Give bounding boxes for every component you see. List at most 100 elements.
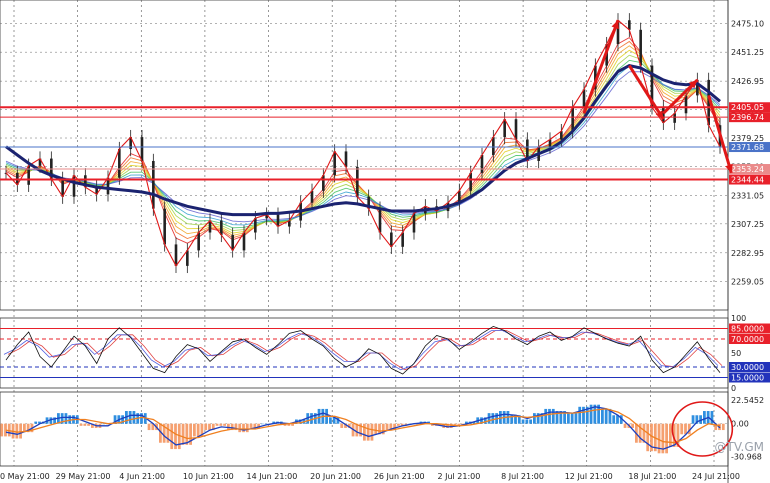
macd-hist-bar — [196, 423, 200, 437]
x-tick-label: 4 Jun 21:00 — [119, 472, 165, 481]
macd-hist-bar — [601, 408, 604, 424]
candle-body — [639, 29, 642, 66]
candle-body — [186, 250, 189, 266]
macd-hist-bar — [397, 423, 400, 426]
candle-body — [220, 220, 223, 235]
macd-hist-bar — [151, 423, 155, 431]
macd-hist-bar — [272, 421, 276, 424]
ribbon-line — [5, 65, 721, 226]
macd-hist-bar — [680, 423, 684, 435]
main-panel — [0, 13, 728, 274]
candle-body — [197, 232, 200, 251]
macd-hist-bar — [695, 415, 699, 424]
axis-layer: 0 May 21:00 29 May 21:00 4 Jun 21:00 10 Jun… — [0, 20, 770, 481]
arrow-down-2-head — [725, 164, 733, 173]
macd-hist-bar — [336, 417, 340, 424]
macd-hist-bar — [140, 413, 143, 424]
macd-hist-bar — [472, 421, 476, 424]
candle-body — [367, 196, 370, 209]
price-tag: 2396.74 — [729, 112, 770, 123]
candle-body — [288, 220, 291, 227]
macd-hist-bar — [449, 423, 453, 428]
macd-hist-bar — [174, 423, 177, 450]
ribbon-line — [5, 49, 721, 234]
macd-hist-bar — [370, 423, 374, 441]
candle-body — [616, 20, 620, 45]
macd-hist-bar — [253, 423, 257, 428]
macd-hist-bar — [317, 408, 321, 424]
stoch-tag-bg — [729, 323, 770, 334]
macd-hist-bar — [166, 423, 170, 443]
grid-layer — [0, 0, 729, 483]
price-tag-label: 2405.05 — [731, 103, 764, 112]
candle-body — [72, 175, 76, 197]
macd-hist-bar — [264, 423, 268, 425]
macd-hist-bar — [53, 417, 56, 424]
macd-hist-bar — [631, 423, 634, 428]
macd-hist-bar — [366, 423, 370, 441]
macd-hist-bar — [699, 415, 702, 424]
macd-hist-bar — [162, 423, 166, 443]
price-tag-bg — [729, 112, 770, 123]
macd-hist-bar — [665, 423, 668, 454]
arrow-down-2 — [707, 94, 733, 174]
x-tick-label: 18 Jul 21:00 — [628, 472, 676, 481]
macd-hist-bar — [193, 423, 196, 437]
candle-body — [276, 214, 280, 227]
macd-hist-bar — [211, 423, 215, 431]
price-tag-bg — [729, 174, 770, 185]
macd-hist-bar — [208, 423, 211, 431]
macd-hist-bar — [483, 417, 487, 424]
macd-hist-bar — [559, 411, 563, 424]
macd-hist-bar — [457, 423, 461, 426]
x-tick-label: 2 Jul 21:00 — [437, 472, 480, 481]
candle-body — [344, 151, 348, 167]
stoch-level-tag: 15.0000 — [729, 372, 770, 383]
macd-hist-bar — [79, 423, 83, 426]
macd-hist-bar — [64, 413, 68, 424]
macd-hist-bar — [128, 411, 132, 424]
macd-hist-bar — [446, 423, 449, 428]
macd-hist-bar — [703, 411, 706, 424]
macd-hist-bar — [517, 415, 521, 424]
macd-hist-bar — [355, 423, 359, 437]
arrow-down-1-head — [655, 110, 664, 120]
stoch-level-tag: 30.0000 — [729, 362, 770, 372]
stoch-tag-bg — [729, 334, 770, 344]
candle-body — [242, 232, 246, 251]
macd-hist-bar — [672, 423, 676, 447]
price-tag: 2344.44 — [729, 174, 770, 185]
macd-hist-bar — [578, 406, 582, 424]
macd-hist-bar — [249, 423, 253, 428]
macd-hist-bar — [291, 423, 294, 426]
price-tag: 2353.24 — [729, 164, 770, 175]
macd-hist-bar — [378, 423, 381, 435]
stoch-tag-label: 70.0000 — [731, 335, 764, 344]
macd-hist-bar — [49, 417, 53, 424]
y-tick-label: 2331.05 — [731, 191, 764, 200]
macd-hist-bar — [487, 413, 491, 424]
macd-hist-bar — [113, 415, 117, 424]
candle-body — [560, 131, 563, 140]
macd-hist-bar — [329, 417, 332, 424]
macd-hist-bar — [245, 423, 249, 433]
macd-hist-bar — [15, 423, 19, 439]
candle-body — [480, 155, 484, 173]
macd-hist-bar — [657, 423, 661, 454]
macd-hist-bar — [121, 415, 124, 424]
macd-hist-bar — [261, 423, 264, 425]
stoch-tag-label: 30.0000 — [731, 363, 764, 372]
macd-hist-bar — [344, 423, 347, 428]
candle-body — [401, 232, 404, 247]
macd-hist-bar — [567, 413, 570, 424]
candle-body — [106, 177, 110, 195]
macd-hist-bar — [616, 415, 619, 424]
macd-signal-line — [5, 408, 721, 444]
y-tick-label: 2379.25 — [731, 134, 764, 143]
macd-hist-bar — [87, 423, 90, 426]
macd-hist-bar — [132, 411, 136, 424]
candle-body — [231, 234, 234, 251]
macd-hist-bar — [374, 423, 378, 435]
macd-hist-bar — [177, 423, 181, 450]
